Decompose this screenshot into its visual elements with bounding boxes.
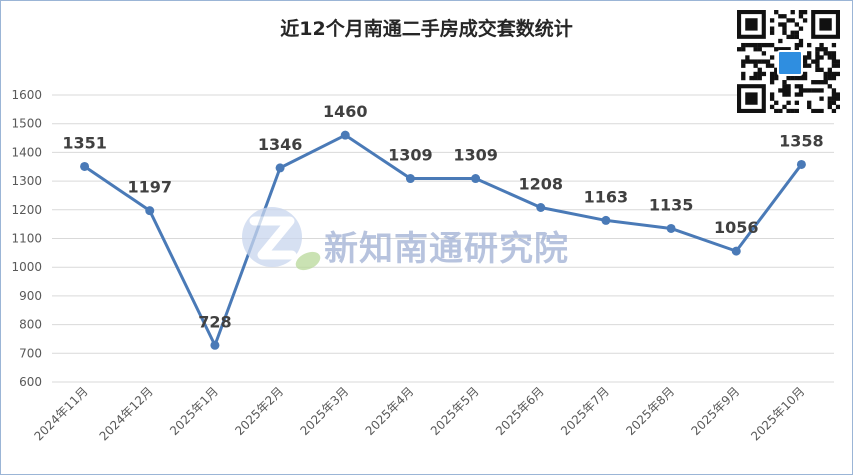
x-tick-label: 2024年11月 [31, 384, 90, 443]
series-line [80, 130, 806, 350]
data-label: 1309 [453, 146, 498, 165]
watermark-logo: 新知南通研究院 [236, 205, 616, 275]
y-tick-label: 1300 [11, 174, 42, 188]
data-point [80, 161, 90, 171]
qr-code-logo-icon [777, 50, 803, 76]
y-tick-label: 800 [19, 318, 42, 332]
data-label: 1056 [714, 218, 759, 237]
data-point [471, 174, 481, 184]
data-label: 1309 [388, 146, 433, 165]
data-point [666, 223, 676, 233]
data-label: 1351 [62, 133, 107, 152]
data-labels: 1351 1197 728 1346 1460 1309 1309 1208 1163 1135 1… [62, 102, 823, 331]
x-tick-label: 2025年9月 [688, 384, 742, 438]
x-axis-tick-labels: 2024年11月 2024年12月 2025年1月 2025年2月 2025年3月 202… [31, 384, 807, 443]
x-tick-label: 2025年3月 [297, 384, 351, 438]
data-point [340, 130, 350, 140]
data-point [731, 246, 741, 256]
y-tick-label: 1200 [11, 203, 42, 217]
y-tick-label: 1400 [11, 145, 42, 159]
x-tick-label: 2025年1月 [167, 384, 221, 438]
x-tick-label: 2025年10月 [748, 384, 807, 443]
y-tick-label: 600 [19, 375, 42, 389]
data-point [275, 163, 285, 173]
x-tick-label: 2025年8月 [623, 384, 677, 438]
data-label: 1358 [779, 131, 824, 150]
x-tick-label: 2025年6月 [493, 384, 547, 438]
chart-title: 近12个月南通二手房成交套数统计 [280, 18, 573, 40]
data-label: 1135 [649, 195, 694, 214]
x-tick-label: 2025年2月 [232, 384, 286, 438]
data-point [210, 340, 220, 350]
data-point [145, 206, 155, 216]
y-tick-label: 1100 [11, 232, 42, 246]
data-point [796, 159, 806, 169]
y-tick-label: 700 [19, 346, 42, 360]
x-tick-label: 2025年4月 [363, 384, 417, 438]
data-label: 728 [198, 312, 231, 331]
x-tick-label: 2025年7月 [558, 384, 612, 438]
data-point [405, 174, 415, 184]
data-label: 1208 [518, 175, 563, 194]
data-label: 1163 [584, 187, 629, 206]
data-label: 1460 [323, 102, 368, 121]
x-tick-label: 2025年5月 [428, 384, 482, 438]
y-tick-label: 900 [19, 289, 42, 303]
data-label: 1197 [127, 178, 172, 197]
series-line-path [83, 133, 803, 347]
y-tick-label: 1600 [11, 88, 42, 102]
data-point [536, 203, 546, 213]
y-axis-tick-labels: 600 700 800 900 1000 1100 1200 1300 1400 1500 1600 [11, 88, 42, 389]
data-label: 1346 [258, 135, 303, 154]
watermark-text: 新知南通研究院 [324, 229, 569, 269]
x-tick-label: 2024年12月 [97, 384, 156, 443]
data-point [601, 215, 611, 225]
y-tick-label: 1500 [11, 117, 42, 131]
gridlines [52, 94, 834, 383]
y-tick-label: 1000 [11, 260, 42, 274]
